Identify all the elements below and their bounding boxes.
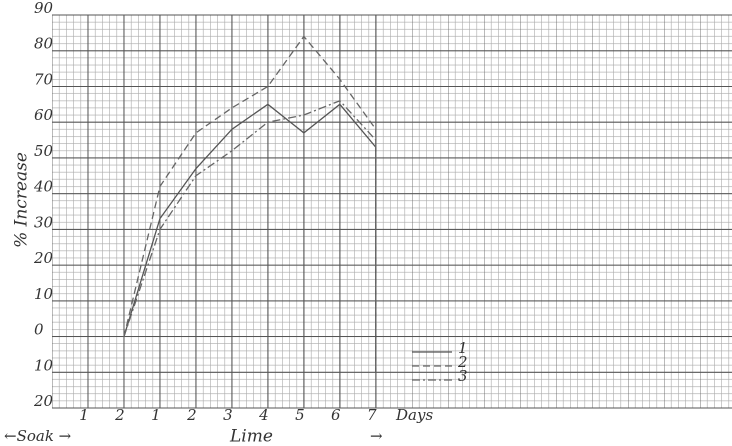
y-axis-label: % Increase bbox=[12, 152, 32, 248]
data-line bbox=[123, 103, 377, 373]
legend-label: 1 bbox=[458, 339, 468, 357]
y-tick-label: 60 bbox=[34, 106, 54, 124]
x-tick-label: 6 bbox=[331, 406, 341, 424]
y-tick-label: 30 bbox=[34, 213, 54, 231]
x-unit-label: Days bbox=[395, 406, 433, 424]
graph-paper bbox=[52, 15, 732, 408]
legend-label: 2 bbox=[457, 353, 468, 371]
x-tick-label: 4 bbox=[258, 406, 269, 424]
x-tick-label: 7 bbox=[367, 406, 377, 424]
x-tick-label: 2 bbox=[114, 406, 125, 424]
y-tick-label: 10 bbox=[34, 356, 54, 374]
data-line bbox=[123, 35, 377, 373]
x-tick-label: 1 bbox=[151, 406, 161, 424]
phase-label: → bbox=[370, 427, 383, 445]
x-tick-label: 3 bbox=[223, 406, 233, 424]
y-tick-label: 90 bbox=[34, 0, 54, 17]
phase-label: Lime bbox=[229, 427, 273, 446]
y-tick-label: 0 bbox=[34, 321, 44, 339]
y-tick-label: 40 bbox=[33, 178, 54, 196]
data-line bbox=[123, 99, 377, 337]
y-tick-label: 20 bbox=[33, 249, 54, 267]
y-tick-label: 10 bbox=[34, 285, 54, 303]
y-tick-label: 80 bbox=[34, 35, 54, 53]
y-tick-label: 20 bbox=[33, 392, 54, 410]
x-tick-label: 1 bbox=[79, 406, 89, 424]
x-tick-label: 2 bbox=[186, 406, 197, 424]
legend-label: 3 bbox=[458, 367, 468, 385]
x-tick-label: 5 bbox=[295, 406, 305, 424]
y-tick-label: 70 bbox=[34, 70, 54, 88]
y-tick-label: 50 bbox=[34, 142, 54, 160]
phase-label: ←Soak → bbox=[4, 427, 72, 445]
